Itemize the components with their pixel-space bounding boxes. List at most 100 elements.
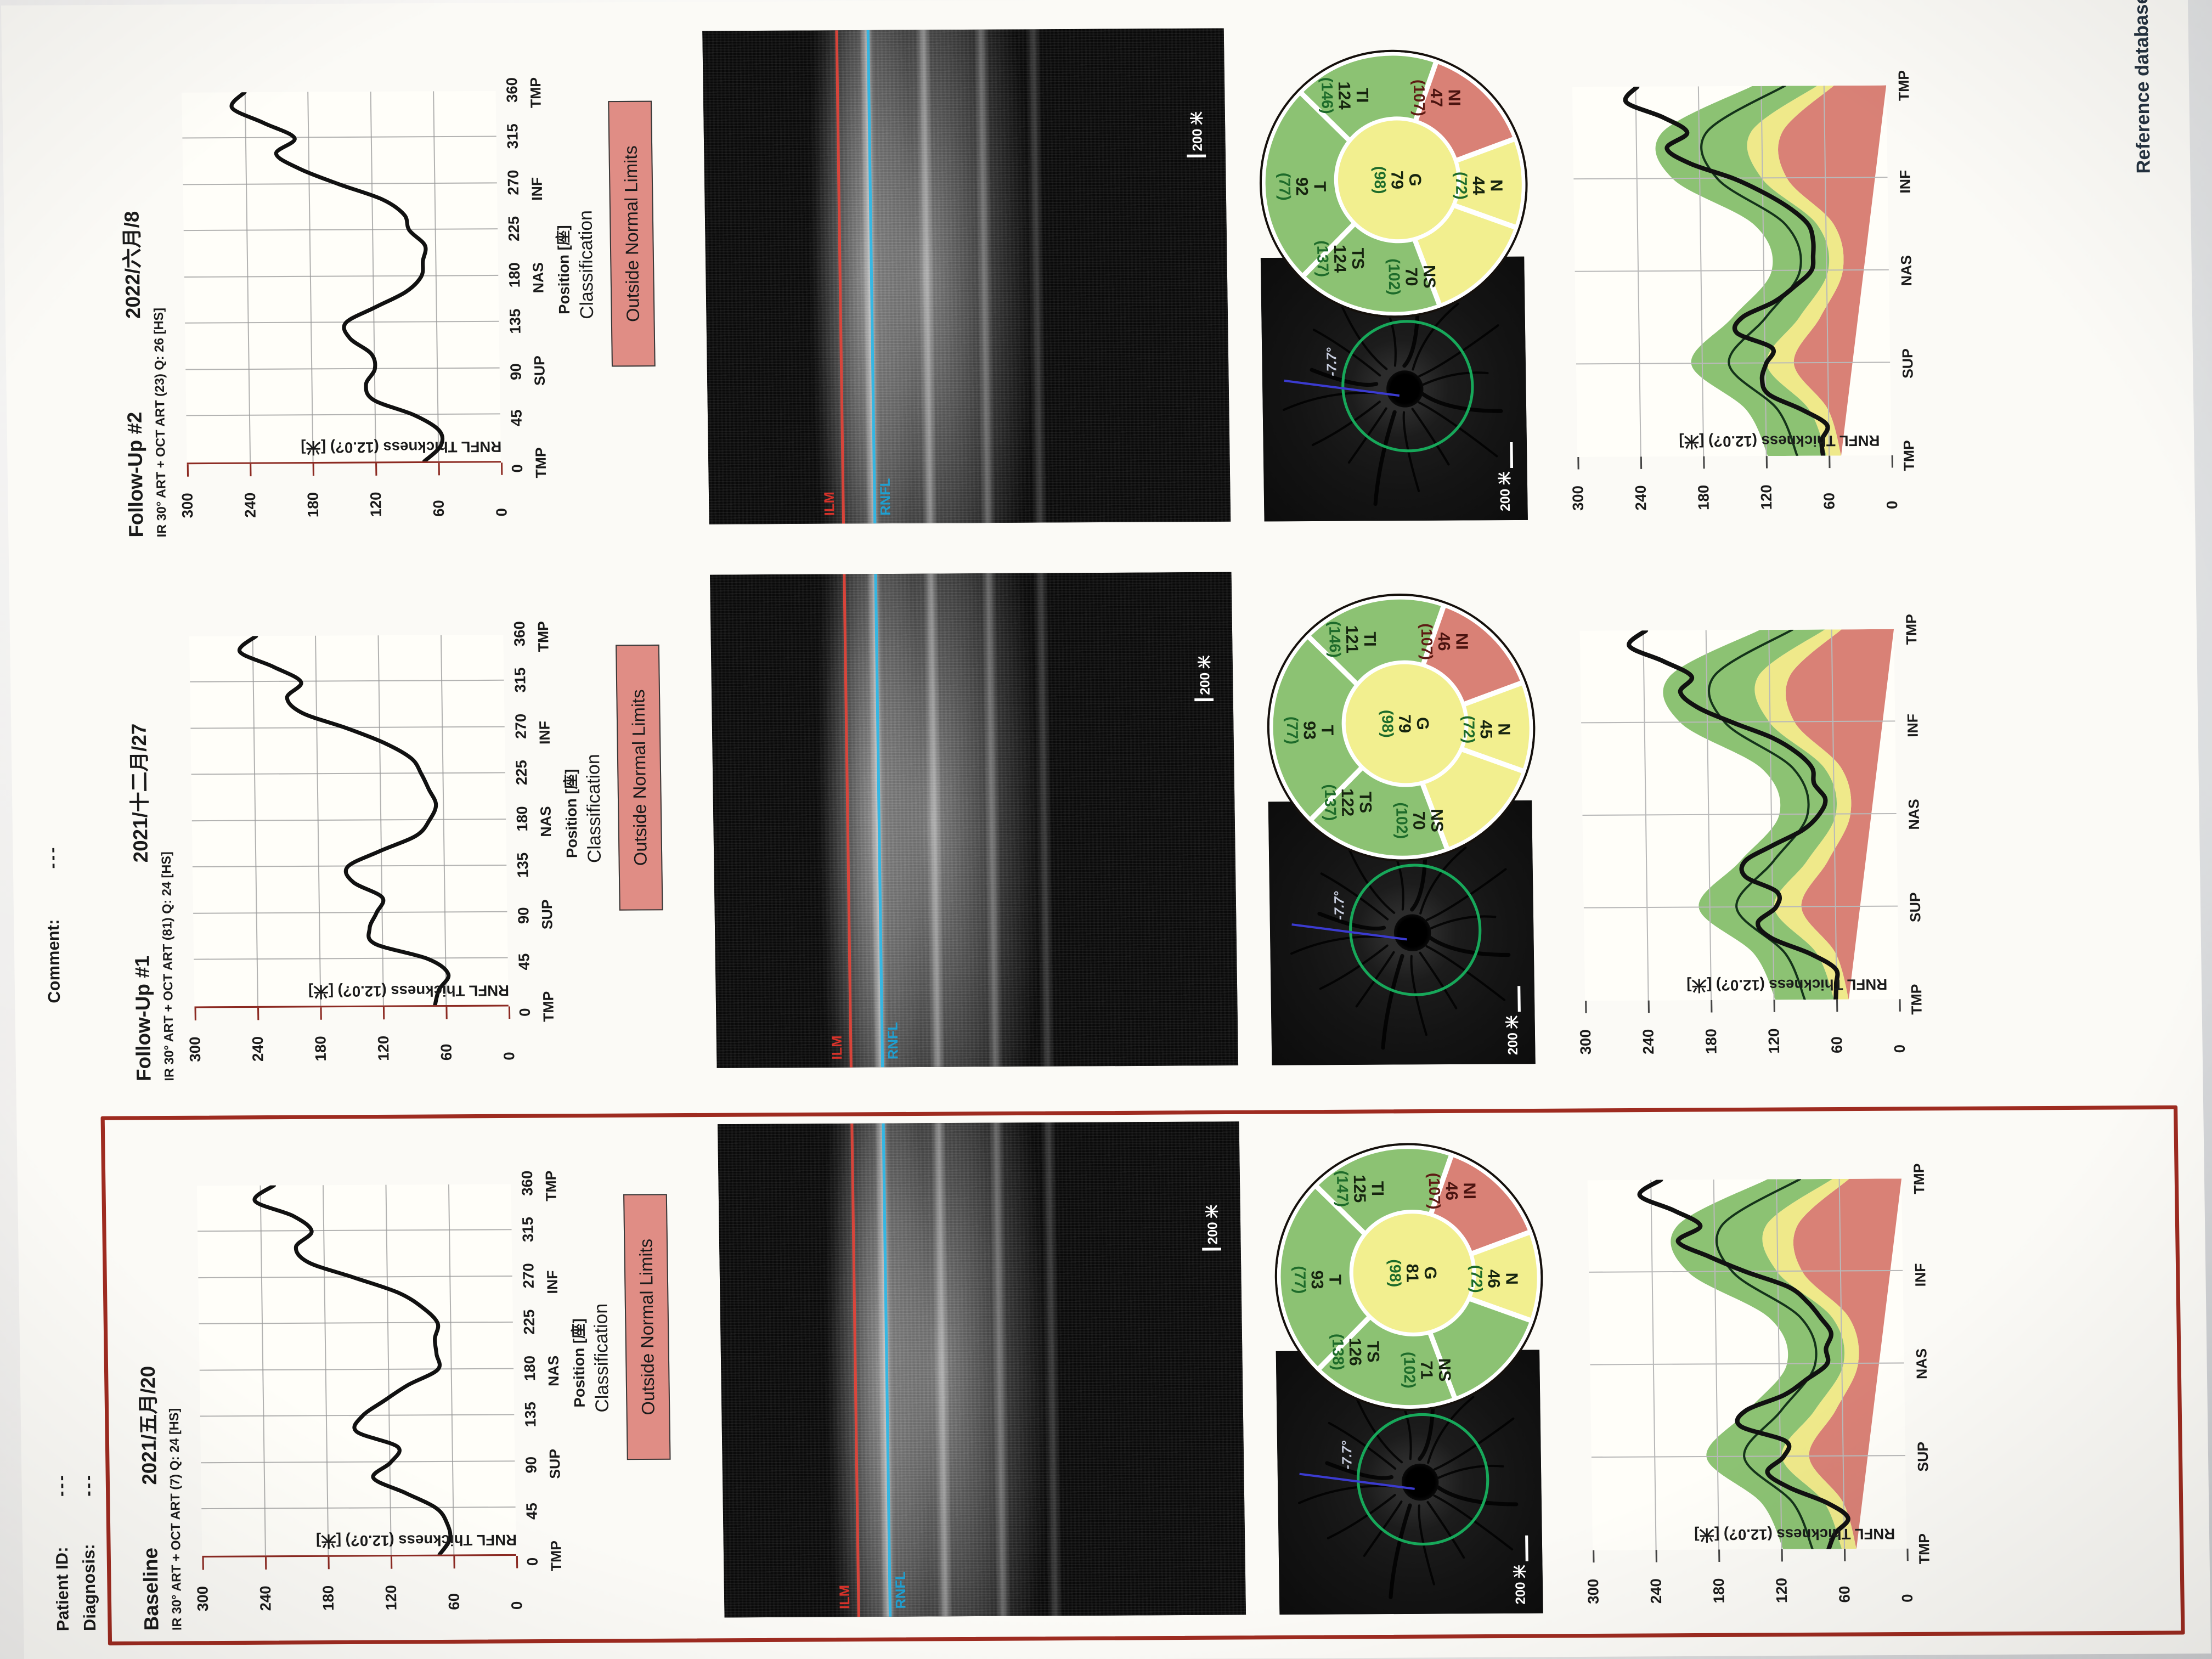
y-axis-tick (453, 1556, 455, 1569)
y-tick-180: 180 (304, 492, 322, 518)
classification-badge-0[interactable]: Outside Normal Limits (623, 1194, 671, 1460)
classification-label-1: Classification (582, 754, 605, 864)
x-tick-45: 45 (515, 953, 533, 970)
oct-bscan-0[interactable] (718, 1121, 1246, 1618)
x-tick-225: 225 (505, 216, 523, 242)
y-tick-b-60: 60 (1828, 1036, 1846, 1054)
rnfl-curve (229, 91, 445, 463)
sector-label-n: N 45 (72) (1460, 715, 1514, 744)
oct-bscan-1[interactable] (710, 572, 1239, 1068)
x-cap-b-1-SUP: SUP (1914, 1441, 1932, 1472)
tsnit-graph-normative[interactable] (1587, 1178, 1907, 1550)
normative-mean-curve (1700, 85, 1802, 457)
y-axis-tick (501, 462, 503, 475)
fundus-scale-bar: 200 米 (1493, 442, 1514, 511)
x-tick-135: 135 (514, 852, 532, 878)
y-tick-b-300: 300 (1577, 1029, 1594, 1055)
tsnit-graph-top[interactable] (182, 91, 501, 465)
column-subtitle-2: IR 30° ART + OCT ART (23) Q: 26 [HS] (151, 307, 169, 538)
x-cap-4-TMP: TMP (542, 1170, 560, 1201)
sector-label-g: G 81 (98) (1386, 1259, 1440, 1288)
sector-label-t: T 93 (77) (1291, 1266, 1345, 1294)
classification-badge-2[interactable]: Outside Normal Limits (608, 100, 656, 367)
ilm-legend-label: ILM (829, 1035, 845, 1060)
y-tick-240: 240 (249, 1036, 267, 1062)
ilm-legend-label: ILM (821, 492, 838, 516)
scale-bar-vertical (1202, 1248, 1222, 1251)
y-axis-tick (1899, 999, 1901, 1012)
disc-axis-angle-label: -7.7° (1324, 347, 1340, 376)
classification-label-0: Classification (590, 1303, 613, 1413)
scan-circle-overlay (1356, 1413, 1490, 1546)
x-tick-0: 0 (509, 464, 526, 473)
report-column-followup-1: Follow-Up #1 2021/十二月/27 IR 30° ART + OCT … (1, 5, 1925, 1659)
sector-label-ti: TI 124 (146) (1318, 77, 1372, 114)
oct-bscan-2[interactable] (702, 28, 1231, 524)
fundus-scale-bar-label: 200 米 (1513, 1565, 1528, 1605)
y-axis-tick (438, 462, 440, 476)
sector-global-core: G 81 (98) (1348, 1209, 1477, 1337)
y-tick-b-180: 180 (1695, 484, 1712, 510)
x-cap-b-0-TMP: TMP (1900, 440, 1918, 471)
y-tick-60: 60 (445, 1593, 463, 1610)
y-axis-title-bottom: RNFL Thickness (12.0?) [米] (1694, 1525, 1895, 1543)
retinal-vessels (1283, 289, 1503, 506)
y-axis-tick (1765, 456, 1768, 469)
tsnit-graph-normative[interactable] (1572, 85, 1892, 457)
y-tick-b-180: 180 (1702, 1029, 1720, 1054)
y-axis-tick (1829, 455, 1831, 469)
fundus-ir-image-2[interactable] (1260, 256, 1528, 522)
y-tick-120: 120 (375, 1035, 392, 1061)
diagnosis-value: --- (78, 1472, 98, 1497)
x-tick-270: 270 (520, 1263, 538, 1289)
column-date-2: 2022/六月/8 (120, 211, 145, 319)
column-subtitle-1: IR 30° ART + OCT ART (81) Q: 24 [HS] (159, 851, 177, 1081)
x-cap-b-2-NAS: NAS (1912, 1348, 1931, 1380)
x-tick-90: 90 (507, 363, 524, 380)
rnfl-legend-label: RNFL (885, 1022, 901, 1060)
sector-label-n: N 46 (72) (1468, 1265, 1521, 1293)
y-axis-tick (1773, 1000, 1775, 1012)
y-axis-title-bottom: RNFL Thickness (12.0?) [米] (1686, 975, 1888, 994)
sector-thickness-pie-2[interactable]: G 79 (98) (1257, 49, 1530, 319)
x-tick-315: 315 (519, 1216, 537, 1243)
y-tick-b-240: 240 (1632, 485, 1650, 511)
sector-thickness-pie-1[interactable]: G 79 (98) (1265, 592, 1537, 862)
x-cap-b-3-INF: INF (1911, 1263, 1929, 1287)
ilm-legend-label: ILM (837, 1584, 853, 1610)
classification-label-2: Classification (574, 210, 597, 319)
sector-label-ts: TS 122 (137) (1321, 784, 1375, 821)
y-axis-tick (1836, 999, 1838, 1012)
sector-label-ti: TI 125 (147) (1333, 1170, 1387, 1207)
report-column-baseline: Baseline 2021/五月/20 IR 30° ART + OCT ART (… (1, 5, 1933, 1659)
fundus-ir-image-0[interactable] (1276, 1350, 1543, 1615)
bscan-speckle (718, 1121, 1246, 1618)
patient-rnfl-curve (1637, 1178, 1850, 1550)
y-tick-0: 0 (493, 507, 510, 517)
x-cap-b-4-TMP: TMP (1910, 1163, 1928, 1194)
tsnit-graph-normative[interactable] (1579, 629, 1899, 1001)
y-axis-tick (390, 1556, 393, 1569)
column-title-0: Baseline (138, 1547, 163, 1631)
scale-bar-vertical (1187, 154, 1206, 157)
x-cap-1-SUP: SUP (531, 356, 548, 386)
y-axis-tick (445, 1007, 448, 1019)
y-axis-tick (1906, 1548, 1909, 1561)
y-axis-tick (1711, 1000, 1713, 1013)
y-tick-b-180: 180 (1710, 1578, 1728, 1604)
tsnit-graph-top[interactable] (189, 634, 509, 1008)
x-axis-title: Position [座] (570, 1318, 588, 1408)
y-axis-tick (250, 464, 252, 477)
x-cap-b-2-NAS: NAS (1897, 255, 1915, 286)
y-tick-b-120: 120 (1765, 1028, 1783, 1054)
classification-badge-1[interactable]: Outside Normal Limits (616, 644, 663, 911)
sector-global-core: G 79 (98) (1341, 660, 1469, 787)
column-subtitle-0: IR 30° ART + OCT ART (7) Q: 24 [HS] (166, 1408, 184, 1631)
tsnit-graph-top[interactable] (197, 1184, 516, 1558)
sector-thickness-pie-0[interactable]: G 81 (98) (1273, 1142, 1545, 1412)
y-axis-title: RNFL Thickness (12.0?) [米] (301, 438, 502, 456)
rnfl-legend-label: RNFL (877, 478, 894, 516)
x-axis-title: Position [座] (555, 225, 573, 314)
x-axis-title: Position [座] (562, 769, 580, 859)
sector-label-g: G 79 (98) (1378, 709, 1432, 738)
